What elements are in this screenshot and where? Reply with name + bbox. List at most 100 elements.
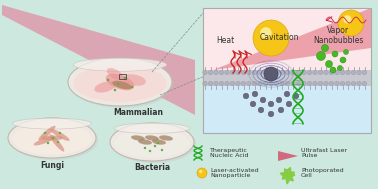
Circle shape <box>258 70 262 75</box>
Circle shape <box>346 70 350 75</box>
Circle shape <box>52 137 54 139</box>
Circle shape <box>307 81 312 86</box>
Circle shape <box>324 70 328 75</box>
Circle shape <box>157 142 159 144</box>
Circle shape <box>219 70 224 75</box>
Circle shape <box>250 101 256 107</box>
Ellipse shape <box>50 134 64 152</box>
Circle shape <box>247 70 251 75</box>
Polygon shape <box>2 5 195 115</box>
Circle shape <box>219 81 224 86</box>
Circle shape <box>236 81 240 86</box>
Polygon shape <box>213 8 371 70</box>
Ellipse shape <box>73 58 167 71</box>
Circle shape <box>296 81 301 86</box>
Ellipse shape <box>68 58 172 106</box>
Circle shape <box>203 70 207 75</box>
Ellipse shape <box>8 118 96 158</box>
Ellipse shape <box>12 118 91 129</box>
Text: Bacteria: Bacteria <box>134 163 170 172</box>
Bar <box>203 8 371 78</box>
Circle shape <box>340 81 345 86</box>
Ellipse shape <box>159 135 173 141</box>
Circle shape <box>307 70 312 75</box>
Circle shape <box>291 81 295 86</box>
Ellipse shape <box>12 123 91 154</box>
Circle shape <box>268 111 274 117</box>
Circle shape <box>230 81 235 86</box>
Ellipse shape <box>114 128 190 158</box>
Circle shape <box>230 70 235 75</box>
Circle shape <box>340 70 345 75</box>
Circle shape <box>203 81 207 86</box>
Circle shape <box>335 81 339 86</box>
Circle shape <box>268 101 274 107</box>
Circle shape <box>343 15 352 23</box>
Circle shape <box>330 67 336 73</box>
Text: Cavitation: Cavitation <box>259 33 299 42</box>
Circle shape <box>351 81 356 86</box>
Circle shape <box>278 107 284 113</box>
Circle shape <box>252 91 258 97</box>
Ellipse shape <box>122 74 146 86</box>
Ellipse shape <box>110 123 194 161</box>
Ellipse shape <box>73 65 167 102</box>
Circle shape <box>284 91 290 97</box>
Circle shape <box>313 81 317 86</box>
Circle shape <box>241 81 246 86</box>
Circle shape <box>47 142 49 144</box>
Circle shape <box>338 10 364 36</box>
Circle shape <box>131 86 133 88</box>
Circle shape <box>57 141 59 143</box>
Circle shape <box>318 70 323 75</box>
Circle shape <box>260 27 272 39</box>
Circle shape <box>274 81 279 86</box>
Ellipse shape <box>10 120 98 160</box>
Circle shape <box>124 77 126 79</box>
Circle shape <box>260 97 266 103</box>
Text: Ultrafast Laser
Pulse: Ultrafast Laser Pulse <box>301 148 347 158</box>
Circle shape <box>214 70 218 75</box>
Circle shape <box>313 70 317 75</box>
Circle shape <box>199 170 202 173</box>
Circle shape <box>107 79 109 81</box>
Ellipse shape <box>138 139 152 145</box>
Circle shape <box>302 81 306 86</box>
Circle shape <box>214 81 218 86</box>
Circle shape <box>236 70 240 75</box>
Circle shape <box>149 150 151 152</box>
Circle shape <box>208 81 213 86</box>
Ellipse shape <box>70 60 174 108</box>
Polygon shape <box>278 151 298 161</box>
Ellipse shape <box>114 123 190 134</box>
Circle shape <box>329 81 334 86</box>
Circle shape <box>154 145 156 147</box>
Circle shape <box>276 97 282 103</box>
Circle shape <box>144 147 146 149</box>
Circle shape <box>329 70 334 75</box>
Circle shape <box>59 132 61 134</box>
Circle shape <box>318 81 323 86</box>
Circle shape <box>114 89 116 91</box>
Circle shape <box>269 70 273 75</box>
Circle shape <box>362 81 367 86</box>
Circle shape <box>252 70 257 75</box>
Ellipse shape <box>145 135 159 141</box>
Circle shape <box>344 50 349 54</box>
Ellipse shape <box>112 81 132 89</box>
Circle shape <box>322 44 328 51</box>
Circle shape <box>252 81 257 86</box>
Circle shape <box>335 70 339 75</box>
Circle shape <box>291 70 295 75</box>
Circle shape <box>208 70 213 75</box>
Circle shape <box>225 81 229 86</box>
Text: Vapor
Nanobubbles: Vapor Nanobubbles <box>313 26 363 45</box>
Circle shape <box>269 81 273 86</box>
Circle shape <box>285 81 290 86</box>
Circle shape <box>332 51 338 57</box>
Ellipse shape <box>107 68 123 80</box>
Circle shape <box>263 70 268 75</box>
Text: Mammalian: Mammalian <box>113 108 163 117</box>
Circle shape <box>241 70 246 75</box>
Circle shape <box>161 149 163 151</box>
